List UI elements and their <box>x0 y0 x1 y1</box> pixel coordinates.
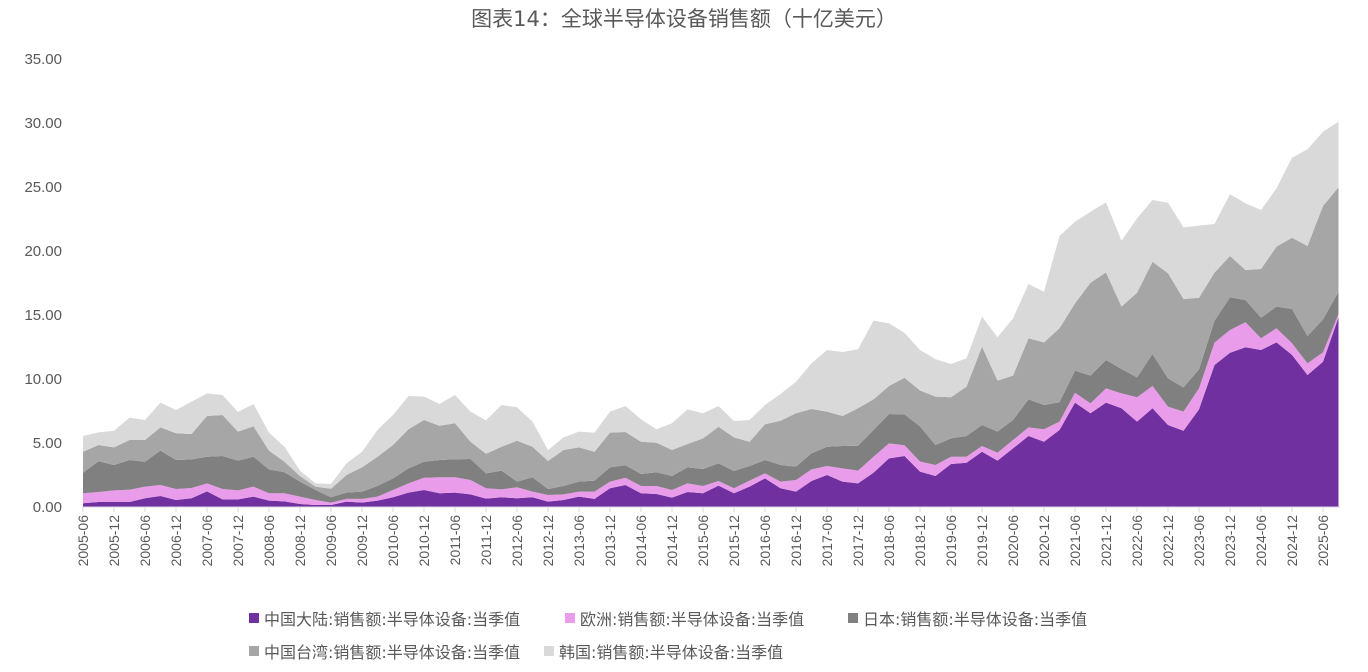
y-tick-label: 5.00 <box>33 435 62 452</box>
x-tick-label: 2006-12 <box>168 515 184 567</box>
x-tick-label: 2014-06 <box>633 515 649 567</box>
chart-title: 图表14：全球半导体设备销售额（十亿美元） <box>471 7 897 31</box>
legend-label: 欧洲:销售额:半导体设备:当季值 <box>580 610 805 629</box>
x-tick-label: 2008-12 <box>292 515 308 567</box>
x-tick-label: 2021-12 <box>1098 515 1114 567</box>
legend-swatch <box>249 646 259 656</box>
x-tick-label: 2017-12 <box>850 515 866 567</box>
x-tick-label: 2012-06 <box>509 515 525 567</box>
x-tick-label: 2024-06 <box>1253 515 1269 567</box>
x-tick-label: 2009-12 <box>354 515 370 567</box>
y-tick-label: 0.00 <box>33 499 62 516</box>
legend-item-korea: 韩国:销售额:半导体设备:当季值 <box>544 639 783 663</box>
legend: 中国大陆:销售额:半导体设备:当季值 欧洲:销售额:半导体设备:当季值 日本:销… <box>0 600 1368 670</box>
legend-label: 中国大陆:销售额:半导体设备:当季值 <box>264 610 521 629</box>
x-tick-label: 2005-06 <box>75 515 91 567</box>
x-tick-label: 2022-06 <box>1129 515 1145 567</box>
x-axis: 2005-06 2005-12 2006-06 2006-12 2007-06 2007-… <box>75 506 1340 567</box>
x-tick-label: 2013-06 <box>571 515 587 567</box>
x-tick-label: 2006-06 <box>137 515 153 567</box>
x-tick-label: 2009-06 <box>323 515 339 567</box>
x-tick-label: 2011-06 <box>447 515 463 566</box>
x-tick-label: 2017-06 <box>819 515 835 567</box>
y-axis: 0.00 5.00 10.00 15.00 20.00 25.00 30.00 35.00 <box>24 51 62 516</box>
x-tick-label: 2007-06 <box>199 515 215 567</box>
x-tick-label: 2020-06 <box>1005 515 1021 567</box>
legend-label: 韩国:销售额:半导体设备:当季值 <box>559 643 784 662</box>
x-tick-label: 2010-06 <box>385 515 401 567</box>
legend-label: 日本:销售额:半导体设备:当季值 <box>863 610 1088 629</box>
x-tick-label: 2023-12 <box>1222 515 1238 567</box>
x-tick-label: 2025-06 <box>1315 515 1331 567</box>
legend-swatch <box>565 613 575 623</box>
legend-item-europe: 欧洲:销售额:半导体设备:当季值 <box>565 606 804 630</box>
x-tick-label: 2021-06 <box>1067 515 1083 567</box>
area-series-4 <box>83 121 1339 489</box>
x-tick-label: 2007-12 <box>230 515 246 567</box>
x-tick-label: 2022-12 <box>1160 515 1176 567</box>
area-series-group <box>83 121 1339 507</box>
x-tick-label: 2013-12 <box>602 515 618 567</box>
x-tick-label: 2005-12 <box>106 515 122 567</box>
y-tick-label: 35.00 <box>24 51 62 68</box>
legend-swatch <box>544 646 554 656</box>
y-tick-label: 15.00 <box>24 307 62 324</box>
legend-item-china: 中国大陆:销售额:半导体设备:当季值 <box>249 606 520 630</box>
area-series-2 <box>83 291 1339 503</box>
area-series-3 <box>83 187 1339 498</box>
x-tick-label: 2008-06 <box>261 515 277 567</box>
x-tick-label: 2016-12 <box>788 515 804 567</box>
x-tick-label: 2012-12 <box>540 515 556 567</box>
x-tick-label: 2018-06 <box>881 515 897 567</box>
x-tick-label: 2015-12 <box>726 515 742 567</box>
x-tick-label: 2014-12 <box>664 515 680 567</box>
y-tick-label: 30.00 <box>24 115 62 132</box>
x-tick-label: 2019-06 <box>943 515 959 567</box>
x-tick-label: 2023-06 <box>1191 515 1207 567</box>
y-tick-label: 10.00 <box>24 371 62 388</box>
legend-label: 中国台湾:销售额:半导体设备:当季值 <box>264 643 521 662</box>
x-tick-label: 2010-12 <box>416 515 432 567</box>
area-series-0 <box>83 317 1339 507</box>
x-tick-label: 2020-12 <box>1036 515 1052 567</box>
x-tick-label: 2024-12 <box>1284 515 1300 567</box>
legend-swatch <box>848 613 858 623</box>
x-tick-label: 2011-12 <box>478 515 494 566</box>
y-tick-label: 25.00 <box>24 179 62 196</box>
x-tick-label: 2018-12 <box>912 515 928 567</box>
y-tick-label: 20.00 <box>24 243 62 260</box>
x-tick-label: 2015-06 <box>695 515 711 567</box>
x-tick-label: 2019-12 <box>974 515 990 567</box>
x-tick-label: 2016-06 <box>757 515 773 567</box>
area-series-1 <box>83 313 1339 505</box>
legend-swatch <box>249 613 259 623</box>
legend-item-taiwan: 中国台湾:销售额:半导体设备:当季值 <box>249 639 520 663</box>
legend-item-japan: 日本:销售额:半导体设备:当季值 <box>848 606 1087 630</box>
